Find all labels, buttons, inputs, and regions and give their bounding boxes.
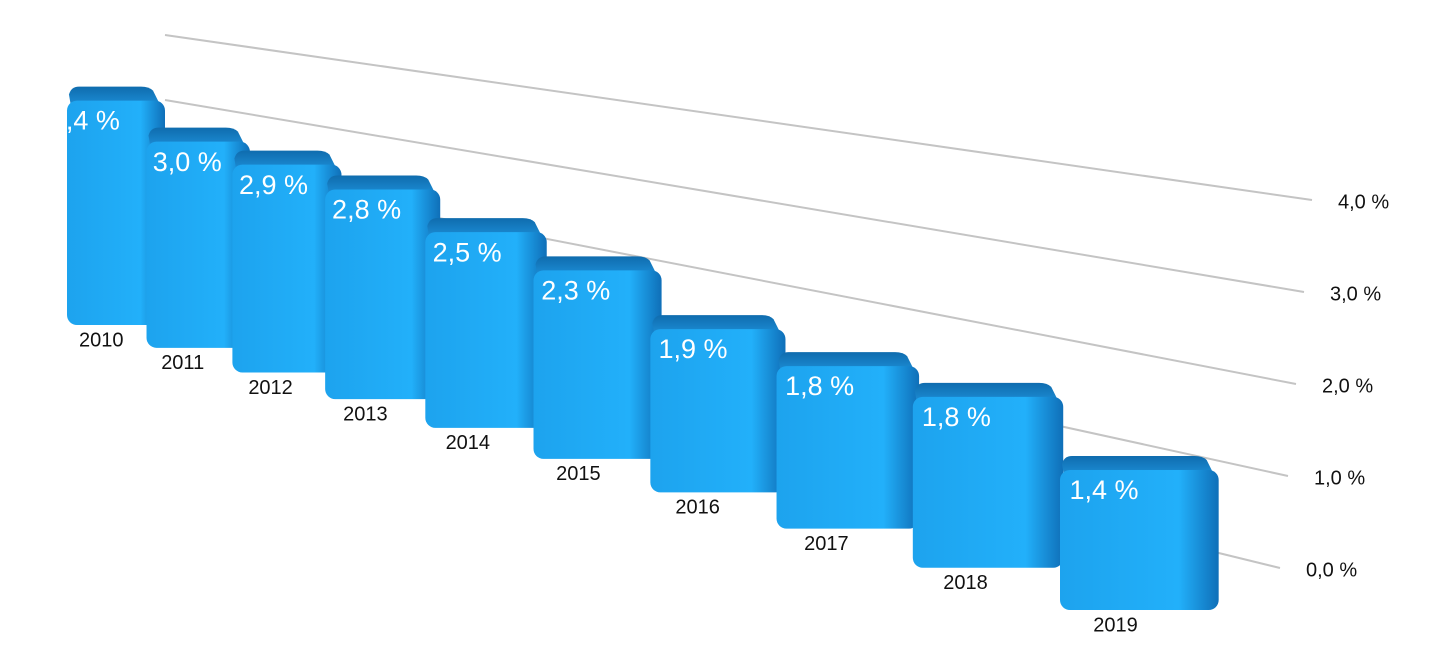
bar-group xyxy=(425,218,547,428)
bar-group xyxy=(325,175,441,400)
bar xyxy=(533,270,662,459)
bar-group xyxy=(67,86,165,325)
bar xyxy=(232,164,342,373)
bar-group xyxy=(650,315,786,493)
y-tick-label: 4,0 % xyxy=(1338,191,1389,213)
y-tick-label: 0,0 % xyxy=(1306,559,1357,581)
bar xyxy=(776,366,920,529)
x-tick-label: 2016 xyxy=(675,497,720,519)
value-label: 3,4 % xyxy=(51,106,120,136)
x-tick-label: 2012 xyxy=(248,377,293,399)
bar xyxy=(1060,470,1219,610)
y-tick-label: 3,0 % xyxy=(1330,283,1381,305)
x-tick-label: 2019 xyxy=(1093,614,1138,636)
x-tick-label: 2013 xyxy=(343,403,388,425)
bar xyxy=(146,141,250,348)
bar-group xyxy=(912,382,1064,568)
x-tick-label: 2011 xyxy=(161,352,204,374)
bar xyxy=(67,100,165,325)
bar xyxy=(425,232,547,428)
value-label: 2,8 % xyxy=(332,195,401,225)
bar xyxy=(912,396,1064,568)
value-label: 2,9 % xyxy=(239,170,308,200)
y-tick-label: 1,0 % xyxy=(1314,467,1365,489)
value-label: 1,4 % xyxy=(1070,475,1139,505)
bar-group xyxy=(776,352,920,529)
bar xyxy=(650,329,786,493)
bar-group xyxy=(232,150,342,373)
value-label: 3,0 % xyxy=(153,147,222,177)
bar-group xyxy=(1060,456,1219,610)
value-label: 1,8 % xyxy=(785,371,854,401)
grid-line xyxy=(164,99,1305,293)
x-tick-label: 2018 xyxy=(943,572,988,594)
y-tick-label: 2,0 % xyxy=(1322,375,1373,397)
bar xyxy=(325,189,441,400)
value-label: 1,8 % xyxy=(922,402,991,432)
x-tick-label: 2014 xyxy=(446,432,491,454)
bar-group xyxy=(146,127,250,348)
grid-line xyxy=(164,34,1313,201)
value-label: 2,3 % xyxy=(541,275,610,305)
x-tick-label: 2015 xyxy=(556,463,601,485)
value-label: 1,9 % xyxy=(658,334,727,364)
bar-group xyxy=(533,256,662,459)
x-tick-label: 2017 xyxy=(804,533,849,555)
value-label: 2,5 % xyxy=(433,237,502,267)
x-tick-label: 2010 xyxy=(79,329,124,351)
